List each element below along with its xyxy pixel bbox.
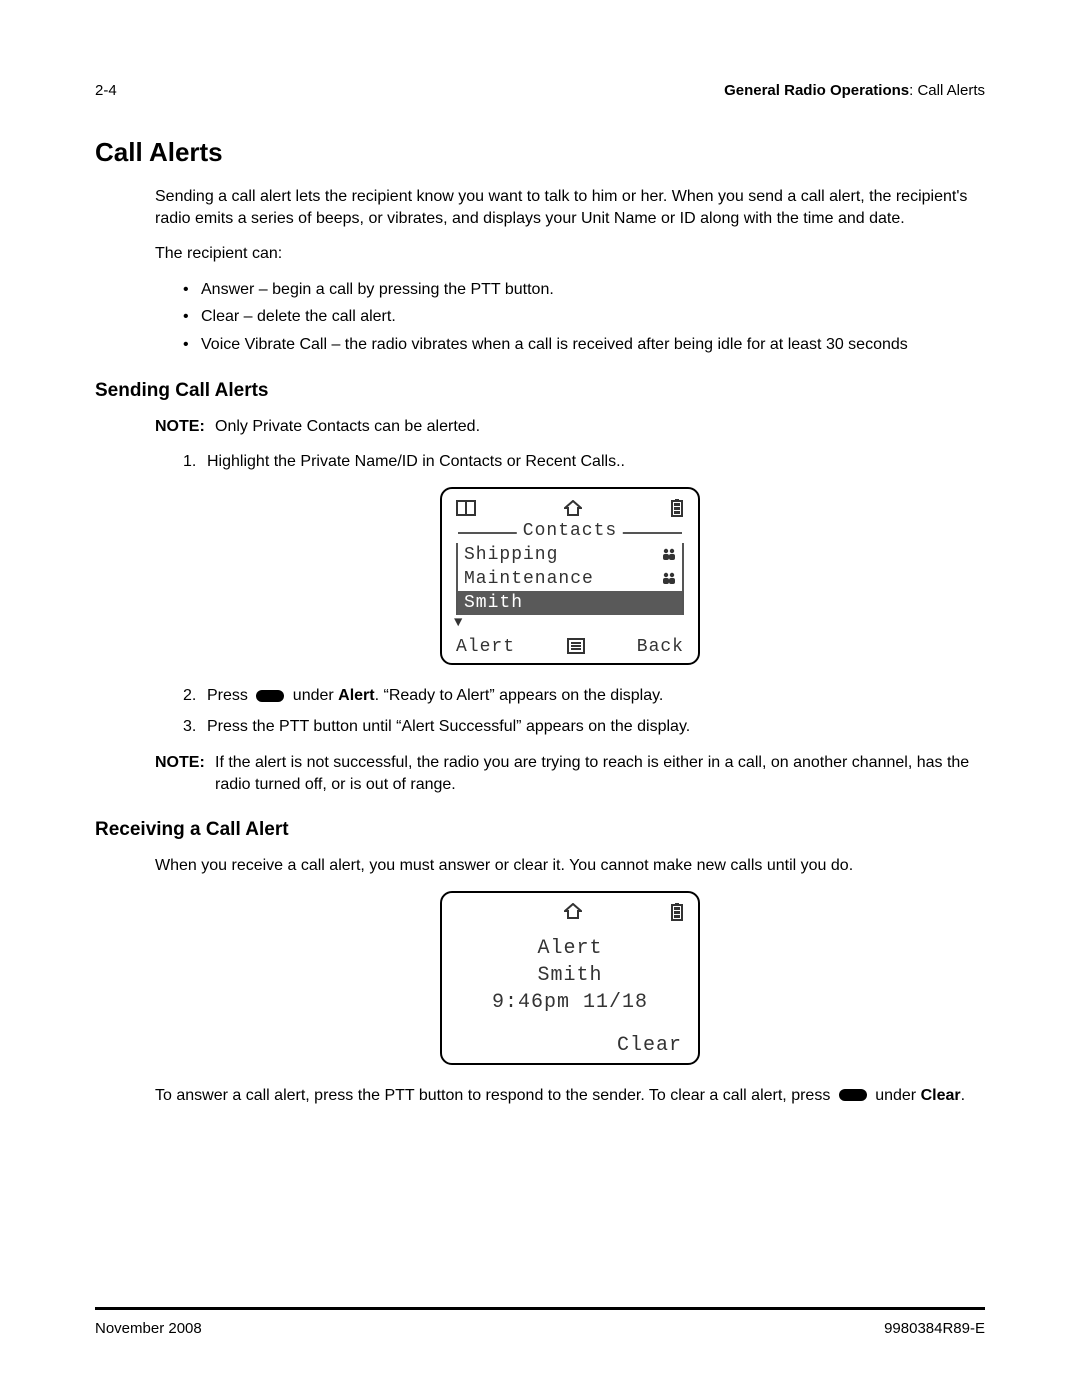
footer-date: November 2008 bbox=[95, 1320, 202, 1337]
lcd-contacts-screen: Contacts Shipping Maintenance Smith bbox=[440, 487, 700, 665]
group-icon bbox=[662, 547, 676, 563]
menu-icon bbox=[567, 637, 585, 657]
lcd-alert-lines: Alert Smith 9:46pm 11/18 bbox=[452, 935, 688, 1016]
section-title: Call Alerts bbox=[95, 137, 985, 168]
softkey-right: Back bbox=[637, 637, 684, 657]
sending-block: NOTE: Only Private Contacts can be alert… bbox=[155, 416, 985, 738]
softkey-right: Clear bbox=[617, 1034, 682, 1057]
softkey-button-icon bbox=[256, 690, 284, 702]
lcd-alert-line3: 9:46pm 11/18 bbox=[452, 989, 688, 1016]
lcd-row-shipping: Shipping bbox=[458, 543, 682, 567]
group-icon bbox=[662, 571, 676, 587]
step2-bold: Alert bbox=[338, 687, 374, 704]
receiving-closing: To answer a call alert, press the PTT bu… bbox=[155, 1085, 985, 1107]
bullet-answer: Answer – begin a call by pressing the PT… bbox=[183, 279, 985, 301]
lcd-softkeys: Clear bbox=[452, 1034, 688, 1057]
sending-steps-cont: Press under Alert. “Ready to Alert” appe… bbox=[183, 685, 985, 738]
note-text: Only Private Contacts can be alerted. bbox=[215, 416, 985, 438]
step2-post: . “Ready to Alert” appears on the displa… bbox=[375, 687, 664, 704]
note-text: If the alert is not successful, the radi… bbox=[215, 752, 985, 795]
intro-paragraph: Sending a call alert lets the recipient … bbox=[155, 186, 985, 229]
home-icon bbox=[476, 903, 670, 921]
lcd-alert-line2: Smith bbox=[452, 962, 688, 989]
battery-icon bbox=[670, 499, 684, 517]
step-1: Highlight the Private Name/ID in Contact… bbox=[183, 451, 985, 473]
page: 2-4 General Radio Operations: Call Alert… bbox=[0, 0, 1080, 1397]
recipient-intro: The recipient can: bbox=[155, 243, 985, 265]
closing-mid: under bbox=[871, 1087, 921, 1104]
bullet-clear: Clear – delete the call alert. bbox=[183, 306, 985, 328]
lcd-alert-screen: Alert Smith 9:46pm 11/18 Clear bbox=[440, 891, 700, 1065]
recipient-bullets: Answer – begin a call by pressing the PT… bbox=[183, 279, 985, 356]
closing-post: . bbox=[961, 1087, 965, 1104]
page-number: 2-4 bbox=[95, 82, 117, 99]
closing-pre: To answer a call alert, press the PTT bu… bbox=[155, 1087, 835, 1104]
lcd-title-row: Contacts bbox=[452, 521, 688, 543]
scroll-down-icon: ▼ bbox=[454, 615, 462, 631]
battery-icon bbox=[670, 903, 684, 921]
receiving-intro: When you receive a call alert, you must … bbox=[155, 855, 985, 877]
sending-steps: Highlight the Private Name/ID in Contact… bbox=[183, 451, 985, 473]
footer-docnum: 9980384R89-E bbox=[884, 1320, 985, 1337]
book-icon bbox=[456, 499, 476, 517]
note-label: NOTE: bbox=[155, 752, 215, 795]
note-label: NOTE: bbox=[155, 416, 215, 438]
receiving-block: When you receive a call alert, you must … bbox=[155, 855, 985, 1106]
lcd-row-smith: Smith bbox=[458, 591, 682, 615]
sending-heading: Sending Call Alerts bbox=[95, 380, 985, 402]
sending-note-2: NOTE: If the alert is not successful, th… bbox=[155, 752, 985, 795]
lcd-contact-list: Shipping Maintenance Smith bbox=[456, 543, 684, 615]
sending-note: NOTE: Only Private Contacts can be alert… bbox=[155, 416, 985, 438]
receiving-heading: Receiving a Call Alert bbox=[95, 819, 985, 841]
lcd-status-row bbox=[452, 901, 688, 923]
header-topic: Call Alerts bbox=[917, 82, 985, 99]
footer-rule bbox=[95, 1307, 985, 1310]
lcd-alert-line1: Alert bbox=[452, 935, 688, 962]
step-2: Press under Alert. “Ready to Alert” appe… bbox=[183, 685, 985, 707]
header-breadcrumb: General Radio Operations: Call Alerts bbox=[724, 82, 985, 99]
home-icon bbox=[476, 499, 670, 517]
lcd-softkeys: Alert Back bbox=[452, 635, 688, 657]
intro-block: Sending a call alert lets the recipient … bbox=[155, 186, 985, 356]
lcd-row-label: Maintenance bbox=[464, 569, 594, 589]
softkey-button-icon bbox=[839, 1089, 867, 1101]
bullet-voice-vibrate: Voice Vibrate Call – the radio vibrates … bbox=[183, 334, 985, 356]
running-header: 2-4 General Radio Operations: Call Alert… bbox=[95, 82, 985, 99]
footer-row: November 2008 9980384R89-E bbox=[95, 1320, 985, 1337]
step-3: Press the PTT button until “Alert Succes… bbox=[183, 716, 985, 738]
step2-pre: Press bbox=[207, 687, 252, 704]
lcd-row-label: Shipping bbox=[464, 545, 558, 565]
lcd-title-label: Contacts bbox=[517, 521, 623, 541]
closing-bold: Clear bbox=[921, 1087, 961, 1104]
lcd-row-label: Smith bbox=[464, 593, 523, 613]
softkey-left: Alert bbox=[456, 637, 515, 657]
footer: November 2008 9980384R89-E bbox=[95, 1307, 985, 1337]
lcd-row-maintenance: Maintenance bbox=[458, 567, 682, 591]
header-chapter: General Radio Operations bbox=[724, 82, 909, 99]
step2-mid: under bbox=[288, 687, 338, 704]
lcd-status-row bbox=[452, 497, 688, 519]
